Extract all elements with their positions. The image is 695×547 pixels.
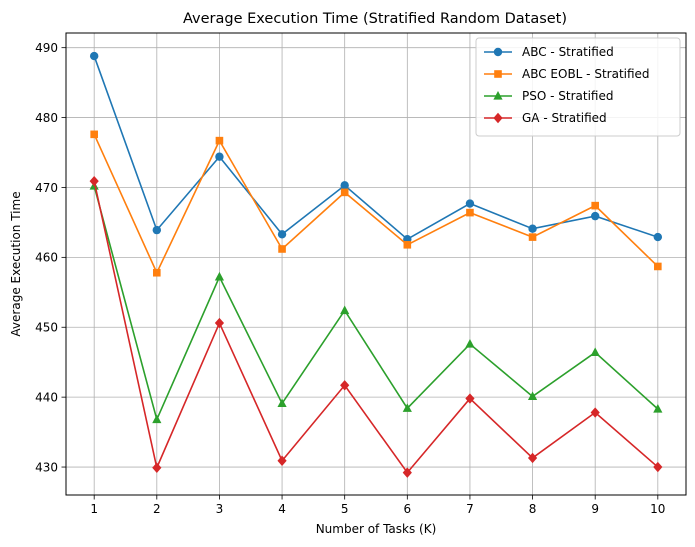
y-tick-label: 460 bbox=[35, 251, 58, 265]
x-tick-label: 10 bbox=[650, 502, 665, 516]
legend-marker bbox=[493, 47, 503, 57]
data-point bbox=[152, 462, 162, 473]
x-tick-label: 3 bbox=[216, 502, 224, 516]
legend-label: ABC - Stratified bbox=[522, 45, 614, 59]
data-point bbox=[403, 240, 412, 249]
data-point bbox=[465, 393, 475, 404]
data-point bbox=[528, 233, 537, 241]
chart-title: Average Execution Time (Stratified Rando… bbox=[183, 11, 567, 27]
x-tick-label: 5 bbox=[341, 502, 349, 516]
data-point bbox=[89, 51, 99, 61]
legend-label: GA - Stratified bbox=[522, 111, 607, 125]
series-line bbox=[93, 55, 659, 241]
data-point bbox=[278, 245, 286, 253]
data-point bbox=[527, 391, 538, 401]
series-layer bbox=[89, 51, 663, 478]
legend-marker bbox=[493, 112, 503, 124]
series-line bbox=[93, 185, 659, 422]
x-tick-label: 4 bbox=[278, 502, 286, 516]
y-tick-label: 480 bbox=[35, 111, 58, 125]
data-point bbox=[466, 208, 474, 217]
data-point bbox=[214, 271, 225, 281]
data-point bbox=[590, 211, 600, 221]
series-4 bbox=[89, 175, 663, 478]
y-tick-label: 450 bbox=[35, 321, 58, 335]
data-point bbox=[152, 414, 162, 424]
legend-label: ABC EOBL - Stratified bbox=[522, 67, 650, 81]
data-point bbox=[215, 152, 224, 161]
legend-box bbox=[475, 37, 681, 137]
plot-frame bbox=[65, 32, 687, 496]
y-tick-label: 490 bbox=[35, 41, 58, 55]
y-axis: 430 440 450 460 470 480 490 bbox=[35, 41, 66, 474]
series-line bbox=[93, 181, 659, 474]
data-point bbox=[527, 452, 538, 464]
y-axis-label: Average Execution Time bbox=[9, 191, 23, 336]
data-point bbox=[528, 224, 537, 233]
x-axis-label: Number of Tasks (K) bbox=[316, 522, 437, 536]
series-line bbox=[93, 134, 659, 275]
x-tick-label: 9 bbox=[591, 502, 599, 516]
data-point bbox=[654, 262, 662, 271]
legend-marker bbox=[494, 70, 502, 78]
data-point bbox=[653, 232, 663, 242]
x-tick-label: 1 bbox=[90, 502, 98, 516]
data-point bbox=[590, 347, 600, 357]
data-point bbox=[215, 136, 224, 145]
legend-marker bbox=[493, 91, 503, 100]
data-point bbox=[402, 403, 412, 412]
y-tick-label: 470 bbox=[35, 181, 58, 195]
data-point bbox=[89, 175, 99, 187]
data-point bbox=[465, 339, 475, 348]
data-point bbox=[591, 201, 599, 210]
data-point bbox=[277, 455, 287, 466]
data-point bbox=[653, 404, 663, 413]
data-point bbox=[277, 398, 287, 408]
data-point bbox=[153, 268, 161, 277]
series-3 bbox=[89, 181, 663, 424]
data-point bbox=[277, 230, 287, 239]
data-point bbox=[340, 181, 349, 190]
data-point bbox=[340, 188, 349, 197]
x-tick-label: 8 bbox=[529, 502, 537, 516]
data-point bbox=[465, 199, 475, 208]
x-tick-label: 6 bbox=[403, 502, 411, 516]
y-tick-label: 430 bbox=[35, 460, 58, 474]
data-point bbox=[590, 407, 600, 418]
x-tick-label: 7 bbox=[466, 502, 474, 516]
y-tick-label: 440 bbox=[35, 390, 58, 404]
x-tick-label: 2 bbox=[153, 502, 161, 516]
legend-label: PSO - Stratified bbox=[522, 89, 613, 103]
x-axis: 1 2 3 4 5 6 7 8 9 10 bbox=[90, 495, 665, 516]
data-point bbox=[340, 380, 350, 391]
data-point bbox=[152, 225, 162, 235]
data-point bbox=[402, 467, 412, 478]
legend: ABC - Stratified ABC EOBL - Stratified PSO… bbox=[475, 37, 681, 137]
data-point bbox=[340, 305, 350, 315]
data-point bbox=[214, 317, 225, 329]
series-2 bbox=[90, 130, 662, 277]
data-point bbox=[653, 461, 663, 473]
data-point bbox=[90, 130, 98, 139]
